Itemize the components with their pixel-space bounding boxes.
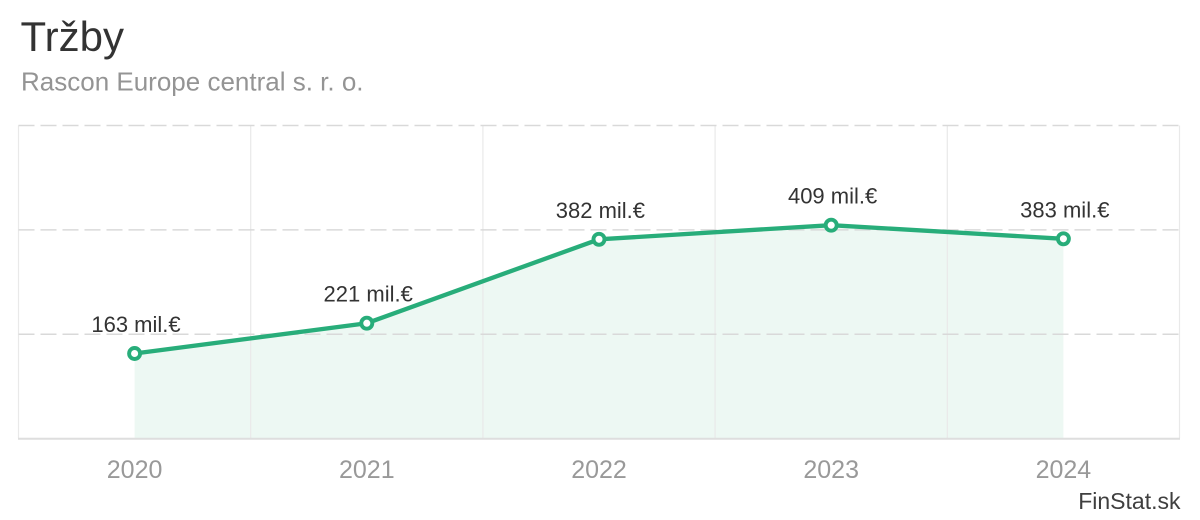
svg-text:221 mil.€: 221 mil.€ (324, 282, 413, 307)
svg-text:FinStat.sk: FinStat.sk (1078, 488, 1181, 514)
svg-text:2022: 2022 (571, 456, 627, 484)
svg-text:Rascon Europe central s. r. o.: Rascon Europe central s. r. o. (21, 67, 364, 97)
svg-text:382 mil.€: 382 mil.€ (556, 198, 645, 223)
svg-text:2024: 2024 (1036, 456, 1092, 484)
svg-text:2020: 2020 (107, 456, 163, 484)
svg-text:2023: 2023 (803, 456, 859, 484)
svg-text:Tržby: Tržby (21, 13, 124, 60)
svg-text:409 mil.€: 409 mil.€ (788, 184, 877, 209)
svg-text:383 mil.€: 383 mil.€ (1020, 197, 1109, 222)
svg-text:163 mil.€: 163 mil.€ (91, 312, 180, 337)
svg-text:2021: 2021 (339, 456, 395, 484)
